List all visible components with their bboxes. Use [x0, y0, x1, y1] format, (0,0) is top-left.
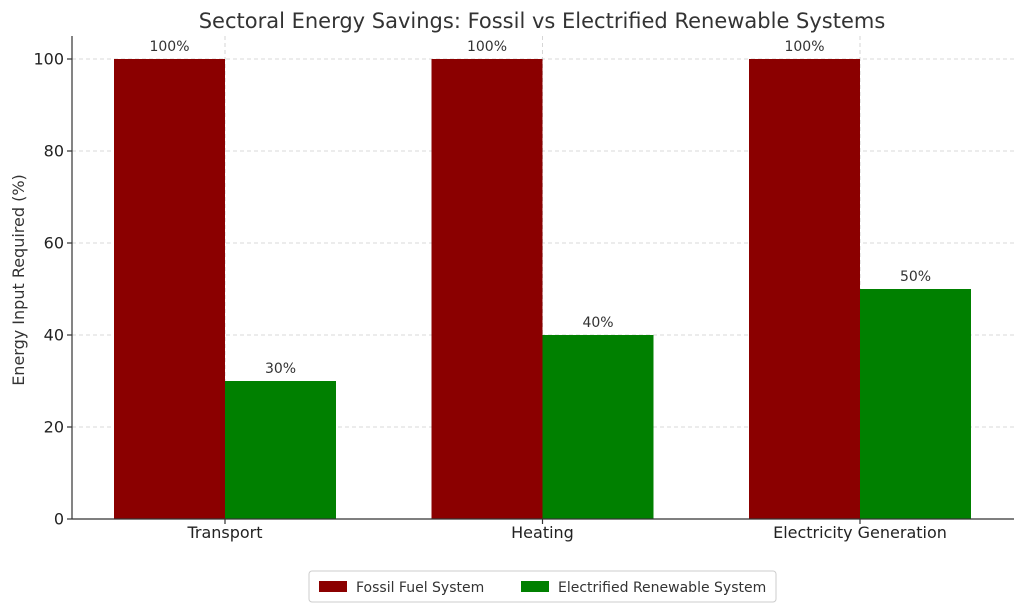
axes — [67, 36, 1014, 524]
bar-fossil-electricity-generation — [749, 59, 860, 519]
y-tick-label: 0 — [54, 510, 64, 529]
x-tick-label: Electricity Generation — [773, 523, 947, 542]
bar-renewable-heating — [542, 335, 654, 519]
data-label: 30% — [265, 361, 296, 377]
bars — [114, 59, 971, 519]
data-label: 100% — [149, 39, 189, 55]
legend-swatch — [319, 581, 347, 592]
y-tick-label: 60 — [44, 234, 64, 253]
y-tick-label: 20 — [44, 418, 64, 437]
y-tick-label: 40 — [44, 326, 64, 345]
data-label: 100% — [784, 39, 824, 55]
y-axis-label: Energy Input Required (%) — [9, 174, 28, 386]
legend-label: Electrified Renewable System — [558, 580, 766, 596]
legend: Fossil Fuel System Electrified Renewable … — [308, 570, 777, 603]
y-tick-label: 80 — [44, 142, 64, 161]
legend-label: Fossil Fuel System — [356, 580, 484, 596]
bar-fossil-transport — [114, 59, 225, 519]
y-tick-label: 100 — [33, 50, 64, 69]
labels: 0 20 40 60 80 100 100% 100% 100% 30% 40% 50% Transpo… — [33, 39, 946, 542]
data-label: 100% — [467, 39, 507, 55]
chart-title: Sectoral Energy Savings: Fossil vs Elect… — [199, 9, 886, 33]
bar-fossil-heating — [431, 59, 543, 519]
bar-renewable-transport — [225, 381, 336, 519]
data-label: 40% — [582, 315, 613, 331]
x-tick-label: Transport — [186, 523, 262, 542]
legend-swatch — [521, 581, 549, 592]
data-label: 50% — [900, 269, 931, 285]
bar-renewable-electricity-generation — [860, 289, 971, 519]
x-tick-label: Heating — [511, 523, 574, 542]
